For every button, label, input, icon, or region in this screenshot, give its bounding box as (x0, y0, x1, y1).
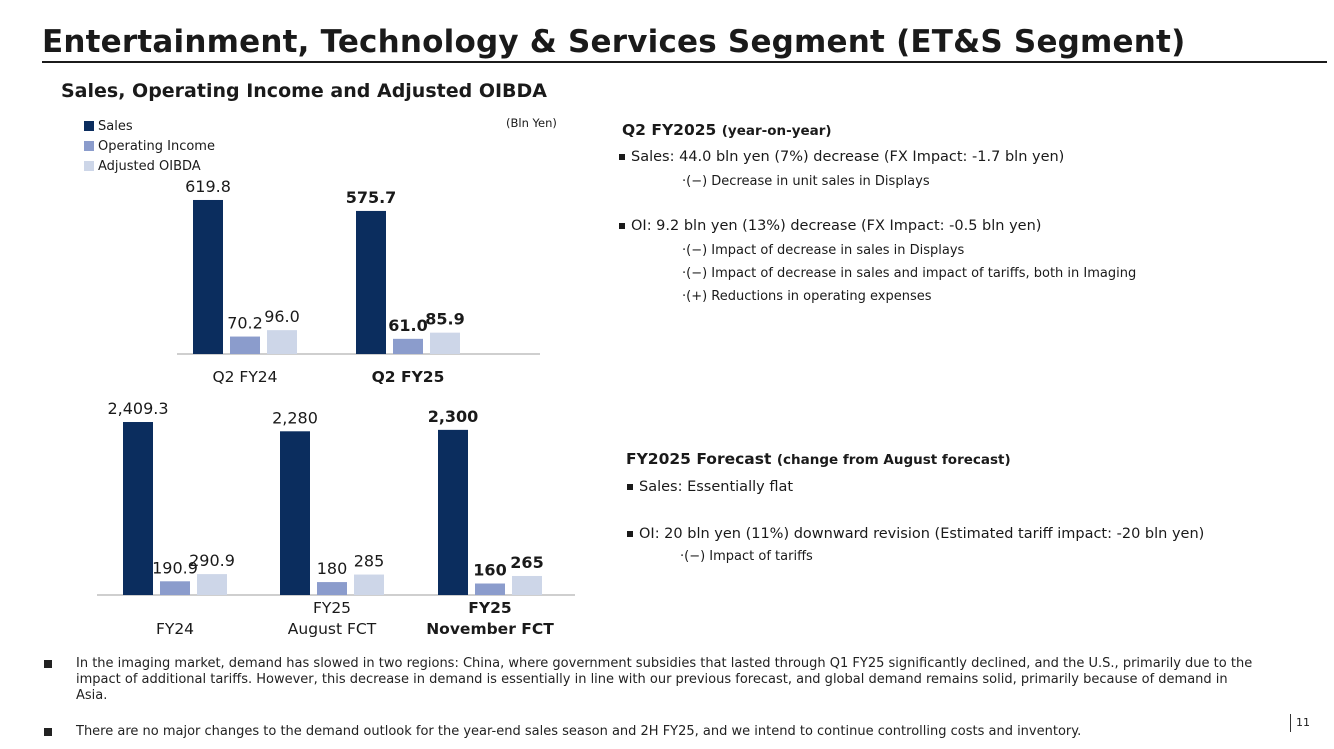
bar-operating-income-1-1 (317, 582, 347, 595)
forecast-sales-bullet: Sales: Essentially flat (627, 479, 793, 495)
q2-oi-bullet: OI: 9.2 bln yen (13%) decrease (FX Impac… (619, 218, 1041, 234)
bar-operating-income-0-0 (230, 336, 260, 354)
chart-heading: Sales, Operating Income and Adjusted OIB… (61, 80, 548, 102)
data-label-adjusted-oibda-0-1: 85.9 (425, 310, 464, 329)
bar-adjusted-oibda-1-1 (354, 574, 384, 595)
data-label-sales-0-0: 619.8 (185, 177, 231, 196)
bar-sales-0-1 (356, 210, 386, 354)
q2-oi-text: OI: 9.2 bln yen (13%) decrease (FX Impac… (631, 218, 1042, 234)
bar-operating-income-0-1 (393, 338, 423, 354)
data-label-sales-1-1: 2,280 (272, 408, 318, 427)
legend-label-adjusted-oibda: Adjusted OIBDA (98, 158, 201, 174)
category-label-0-1-0: Q2 FY25 (372, 368, 445, 386)
footer-text-1: There are no major changes to the demand… (76, 724, 1082, 739)
data-label-adjusted-oibda-1-0: 290.9 (189, 551, 235, 570)
data-label-sales-1-2: 2,300 (428, 407, 479, 426)
data-label-adjusted-oibda-1-1: 285 (354, 552, 385, 571)
footer-square-icon (44, 728, 52, 736)
bar-adjusted-oibda-1-2 (512, 575, 542, 595)
data-label-operating-income-0-1: 61.0 (388, 316, 427, 335)
forecast-title-note: (change from August forecast) (776, 452, 1011, 468)
data-label-sales-1-0: 2,409.3 (107, 399, 168, 418)
page-number-divider (1290, 714, 1291, 732)
unit-label: (Bln Yen) (506, 116, 557, 130)
forecast-title: FY2025 Forecast (626, 450, 772, 468)
category-label-0-0-0: Q2 FY24 (212, 368, 277, 386)
title-rule (42, 61, 1327, 63)
data-label-sales-0-1: 575.7 (346, 188, 397, 207)
bar-sales-0-0 (193, 199, 223, 354)
forecast-oi-text: OI: 20 bln yen (11%) downward revision (… (639, 526, 1205, 542)
bar-operating-income-1-0 (160, 581, 190, 595)
legend-label-sales: Sales (98, 118, 133, 134)
bar-charts: 619.8 70.2 96.0 Q2 FY24 575.7 61.085.9 Q2 FY25… (97, 177, 575, 638)
category-label-1-0-0: FY24 (156, 620, 194, 638)
bullet-square-icon (627, 484, 633, 490)
bar-adjusted-oibda-1-0 (197, 574, 227, 595)
footer-square-icon (44, 660, 52, 668)
forecast-section-title: FY2025 Forecast (change from August fore… (626, 450, 1011, 468)
q2-sales-bullet: Sales: 44.0 bln yen (7%) decrease (FX Im… (619, 149, 1064, 165)
page-number: 11 (1296, 716, 1310, 729)
bullet-square-icon (627, 531, 633, 537)
forecast-oi-sub-0: ·(−) Impact of tariffs (680, 549, 813, 564)
data-label-operating-income-1-1: 180 (317, 559, 348, 578)
data-label-adjusted-oibda-0-0: 96.0 (264, 307, 300, 326)
data-label-adjusted-oibda-1-2: 265 (510, 553, 543, 572)
forecast-oi-bullet: OI: 20 bln yen (11%) downward revision (… (627, 526, 1204, 542)
q2-title: Q2 FY2025 (622, 121, 717, 139)
bullet-square-icon (619, 223, 625, 229)
category-label-1-1-0: FY25 (313, 599, 351, 617)
q2-section-title: Q2 FY2025 (year-on-year) (622, 121, 832, 139)
bullet-square-icon (619, 154, 625, 160)
data-label-operating-income-1-0: 190.9 (152, 558, 198, 577)
data-label-operating-income-1-2: 160 (473, 561, 506, 580)
category-label-1-2-1: November FCT (426, 620, 554, 638)
q2-oi-sub-0: ·(−) Impact of decrease in sales in Disp… (682, 243, 965, 258)
category-label-1-1-1: August FCT (288, 620, 377, 638)
q2-sales-text: Sales: 44.0 bln yen (7%) decrease (FX Im… (631, 149, 1065, 165)
q2-sales-sub-0: ·(−) Decrease in unit sales in Displays (682, 174, 930, 189)
bar-adjusted-oibda-0-0 (267, 330, 297, 354)
forecast-sales-text: Sales: Essentially flat (639, 479, 794, 495)
legend-item-adjusted-oibda: Adjusted OIBDA (84, 156, 215, 176)
chart-legend: Sales Operating Income Adjusted OIBDA (84, 116, 215, 176)
page-title: Entertainment, Technology & Services Seg… (42, 24, 1186, 60)
bar-adjusted-oibda-0-1 (430, 332, 460, 354)
q2-oi-sub-2: ·(+) Reductions in operating expenses (682, 289, 932, 304)
legend-swatch-adjusted-oibda (84, 161, 94, 171)
legend-item-operating-income: Operating Income (84, 136, 215, 156)
bar-operating-income-1-2 (475, 583, 505, 595)
legend-swatch-operating-income (84, 141, 94, 151)
bar-sales-1-2 (438, 429, 468, 595)
bar-sales-1-1 (280, 431, 310, 595)
q2-title-note: (year-on-year) (721, 123, 832, 139)
q2-oi-sub-1: ·(−) Impact of decrease in sales and imp… (682, 266, 1137, 281)
data-label-operating-income-0-0: 70.2 (227, 314, 263, 333)
legend-label-operating-income: Operating Income (98, 138, 215, 154)
legend-swatch-sales (84, 121, 94, 131)
category-label-1-2-0: FY25 (468, 599, 511, 617)
legend-item-sales: Sales (84, 116, 215, 136)
bar-sales-1-0 (123, 422, 153, 595)
footer-text-0: In the imaging market, demand has slowed… (76, 656, 1253, 703)
